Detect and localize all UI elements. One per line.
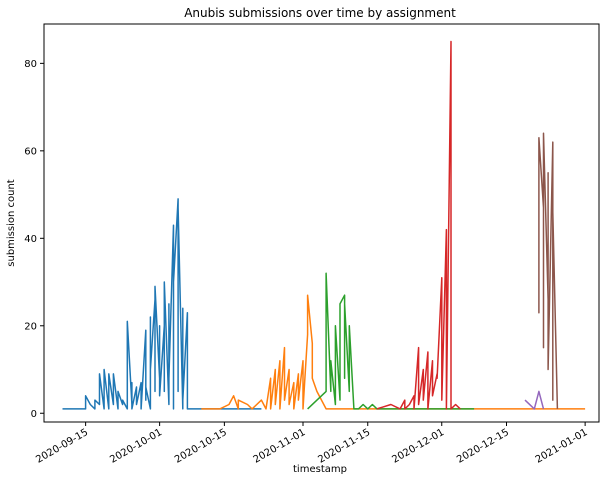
x-tick-label: 2020-11-01 bbox=[252, 427, 308, 466]
chart-title: Anubis submissions over time by assignme… bbox=[184, 6, 456, 20]
y-axis-label: submission count bbox=[6, 179, 17, 267]
series-5-line bbox=[524, 390, 545, 410]
series-3-line bbox=[307, 272, 475, 410]
series-4-line bbox=[376, 40, 461, 410]
y-tick-label: 0 bbox=[31, 409, 37, 420]
y-tick-label: 40 bbox=[24, 234, 37, 245]
y-tick-label: 20 bbox=[24, 321, 37, 332]
y-tick-label: 60 bbox=[24, 146, 37, 157]
series-layer bbox=[62, 40, 586, 410]
x-tick-label: 2020-11-15 bbox=[316, 427, 372, 466]
x-tick-label: 2020-10-15 bbox=[173, 427, 229, 466]
x-tick-label: 2021-01-01 bbox=[534, 427, 590, 466]
series-6-line bbox=[538, 132, 559, 409]
axes-layer bbox=[43, 23, 600, 423]
x-axis-label: timestamp bbox=[293, 464, 347, 475]
x-tick-label: 2020-09-15 bbox=[34, 427, 90, 466]
y-ticks: 0 20 40 60 80 bbox=[24, 59, 44, 420]
series-2-line bbox=[201, 294, 586, 410]
x-ticks: 2020-09-15 2020-10-01 2020-10-15 2020-11-01… bbox=[34, 422, 590, 466]
series-1-line bbox=[62, 198, 262, 410]
x-tick-label: 2020-10-01 bbox=[108, 427, 164, 466]
x-tick-label: 2020-12-15 bbox=[455, 427, 511, 466]
y-tick-label: 80 bbox=[24, 59, 37, 70]
x-tick-label: 2020-12-01 bbox=[390, 427, 446, 466]
plot-frame bbox=[43, 23, 600, 423]
